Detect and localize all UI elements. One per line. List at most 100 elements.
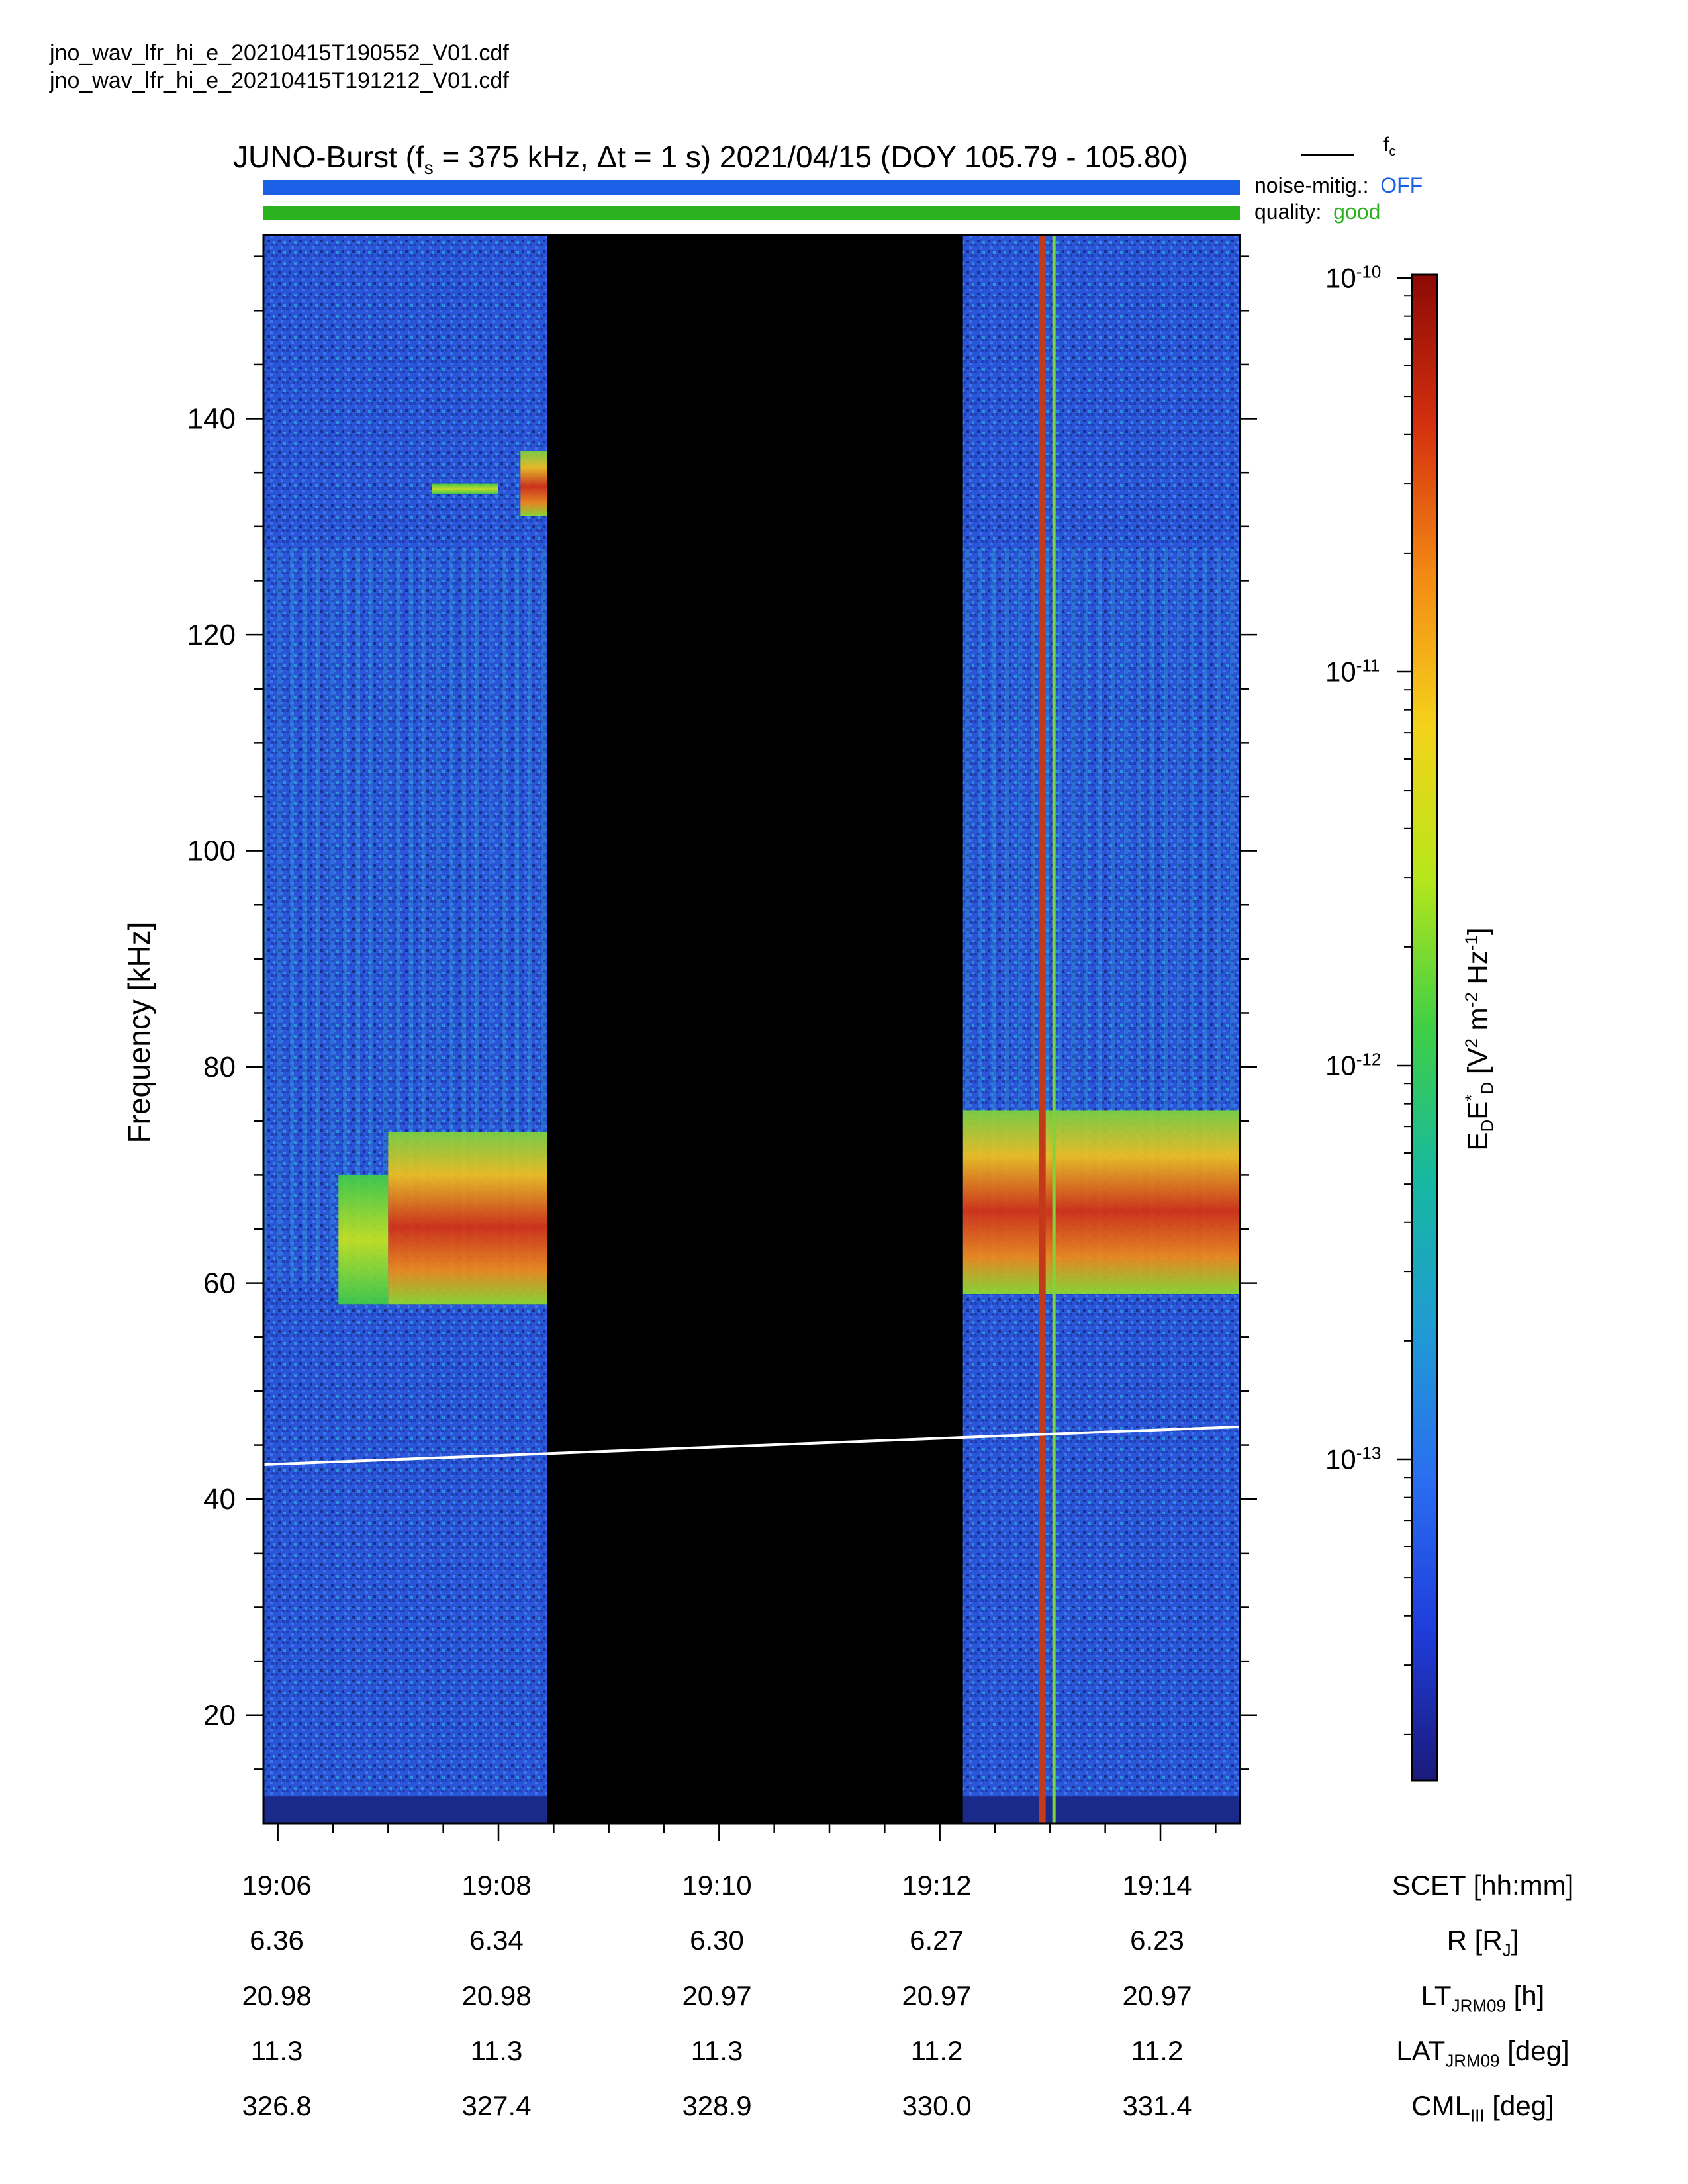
striation bbox=[1203, 548, 1207, 1283]
y-tick-label: 120 bbox=[187, 619, 236, 651]
striation bbox=[1164, 548, 1168, 1283]
x-tick-label: 19:08 bbox=[461, 1870, 532, 1901]
title-suffix: = 375 kHz, Δt = 1 s) 2021/04/15 (DOY 105… bbox=[433, 140, 1188, 174]
ephemeris-value: 6.23 bbox=[1130, 1925, 1184, 1956]
ephemeris-value: 6.34 bbox=[469, 1925, 524, 1956]
emission-band-0 bbox=[338, 1175, 389, 1305]
emission-band-3 bbox=[432, 483, 498, 494]
colorbar-tick-label: 10-11 bbox=[1325, 655, 1380, 688]
data-gap bbox=[547, 235, 963, 1823]
emission-band-2 bbox=[962, 1110, 1240, 1294]
striation bbox=[1098, 548, 1102, 1283]
x-tick-label: 19:10 bbox=[682, 1870, 752, 1901]
quality-label: quality: bbox=[1254, 200, 1322, 224]
striation bbox=[1084, 548, 1088, 1283]
fc-line bbox=[263, 1425, 1241, 1466]
ephemeris-value: 6.36 bbox=[250, 1925, 304, 1956]
striation bbox=[978, 548, 982, 1283]
striation bbox=[1045, 548, 1049, 1283]
ephemeris-row-label: LTJRM09 [h] bbox=[1421, 1980, 1545, 2016]
emission-band-1 bbox=[388, 1132, 547, 1305]
y-tick-label: 60 bbox=[203, 1267, 236, 1300]
fc-legend-line bbox=[1301, 154, 1354, 156]
ephemeris-value: 6.30 bbox=[690, 1925, 744, 1956]
fc-legend-label: fc bbox=[1383, 134, 1396, 159]
ephemeris-row-label: CMLIII [deg] bbox=[1411, 2090, 1554, 2126]
ephemeris-value: 11.3 bbox=[250, 2035, 303, 2066]
striation bbox=[489, 548, 492, 1283]
striation bbox=[1150, 548, 1154, 1283]
striation bbox=[330, 548, 334, 1283]
file-name-1: jno_wav_lfr_hi_e_20210415T190552_V01.cdf bbox=[50, 40, 509, 66]
noise-label: noise-mitig.: bbox=[1254, 173, 1369, 197]
ephemeris-value: 11.3 bbox=[470, 2035, 523, 2066]
ephemeris-value: 6.27 bbox=[910, 1925, 964, 1956]
quality-bar bbox=[263, 206, 1240, 220]
striation bbox=[277, 548, 281, 1283]
striation bbox=[436, 548, 440, 1283]
spectrogram-plot: 20 40 60 80 100 120 140 bbox=[187, 234, 1438, 1841]
ephemeris-value: 20.97 bbox=[682, 1980, 752, 2011]
y-tick-label: 20 bbox=[203, 1700, 236, 1732]
colorbar-tick-label: 10-12 bbox=[1325, 1049, 1382, 1081]
ephemeris-value: 20.98 bbox=[242, 1980, 312, 2011]
striation bbox=[1137, 548, 1141, 1283]
y-tick-label: 100 bbox=[187, 835, 236, 868]
x-tick-label: 19:06 bbox=[242, 1870, 312, 1901]
ephemeris-row-label: R [RJ] bbox=[1446, 1925, 1519, 1960]
ephemeris-value: 326.8 bbox=[242, 2090, 312, 2121]
quality-value: good bbox=[1333, 200, 1381, 224]
striation bbox=[1018, 548, 1022, 1283]
emission-band-4 bbox=[520, 451, 547, 516]
striation bbox=[303, 548, 307, 1283]
noise-value: OFF bbox=[1380, 173, 1423, 197]
striation bbox=[475, 548, 479, 1283]
ephemeris-value: 20.97 bbox=[902, 1980, 972, 2011]
striation bbox=[1111, 548, 1115, 1283]
quality-flag: quality: good bbox=[1254, 200, 1380, 224]
plot-frame bbox=[262, 234, 1241, 1825]
striation bbox=[422, 548, 426, 1283]
x-tick-label: 19:14 bbox=[1122, 1870, 1192, 1901]
colorbar-gradient bbox=[1411, 273, 1438, 1782]
striation bbox=[409, 548, 413, 1283]
striation bbox=[1071, 548, 1075, 1283]
ephemeris-row-label: SCET [hh:mm] bbox=[1391, 1870, 1574, 1901]
ephemeris-value: 331.4 bbox=[1122, 2090, 1192, 2121]
title-sub: s bbox=[424, 158, 434, 179]
file-name-2: jno_wav_lfr_hi_e_20210415T191212_V01.cdf bbox=[50, 68, 509, 93]
ephemeris-value: 11.2 bbox=[910, 2035, 963, 2066]
artifact-line-green bbox=[1052, 235, 1056, 1823]
striation bbox=[1005, 548, 1009, 1283]
striation bbox=[356, 548, 360, 1283]
ephemeris-value: 330.0 bbox=[902, 2090, 972, 2121]
colorbar-tick-label: 10-10 bbox=[1325, 261, 1382, 294]
striation bbox=[502, 548, 506, 1283]
striation bbox=[1190, 548, 1194, 1283]
striation bbox=[290, 548, 294, 1283]
ephemeris-value: 327.4 bbox=[461, 2090, 532, 2121]
striation bbox=[515, 548, 519, 1283]
striation bbox=[1217, 548, 1221, 1283]
noise-mitigation-flag: noise-mitig.: OFF bbox=[1254, 173, 1423, 198]
striation bbox=[449, 548, 453, 1283]
striation bbox=[1031, 548, 1035, 1283]
title-prefix: JUNO-Burst (f bbox=[233, 140, 424, 174]
striation bbox=[263, 548, 267, 1283]
y-tick-label: 80 bbox=[203, 1051, 236, 1083]
striation bbox=[1230, 548, 1234, 1283]
ephemeris-value: 20.98 bbox=[461, 1980, 532, 2011]
striation bbox=[462, 548, 466, 1283]
striation bbox=[343, 548, 347, 1283]
ephemeris-value: 328.9 bbox=[682, 2090, 752, 2121]
ephemeris-value: 11.2 bbox=[1131, 2035, 1184, 2066]
colorbar-label: EDE*D [V2 m-2 Hz-1] bbox=[1461, 927, 1497, 1151]
striation bbox=[316, 548, 320, 1283]
striation bbox=[1124, 548, 1128, 1283]
ephemeris-value: 20.97 bbox=[1122, 1980, 1192, 2011]
striation bbox=[369, 548, 373, 1283]
chart-title: JUNO-Burst (fs = 375 kHz, Δt = 1 s) 2021… bbox=[233, 139, 1188, 179]
colorbar-tick-label: 10-13 bbox=[1325, 1443, 1382, 1475]
y-tick-label: 40 bbox=[203, 1483, 236, 1516]
striation bbox=[965, 548, 969, 1283]
